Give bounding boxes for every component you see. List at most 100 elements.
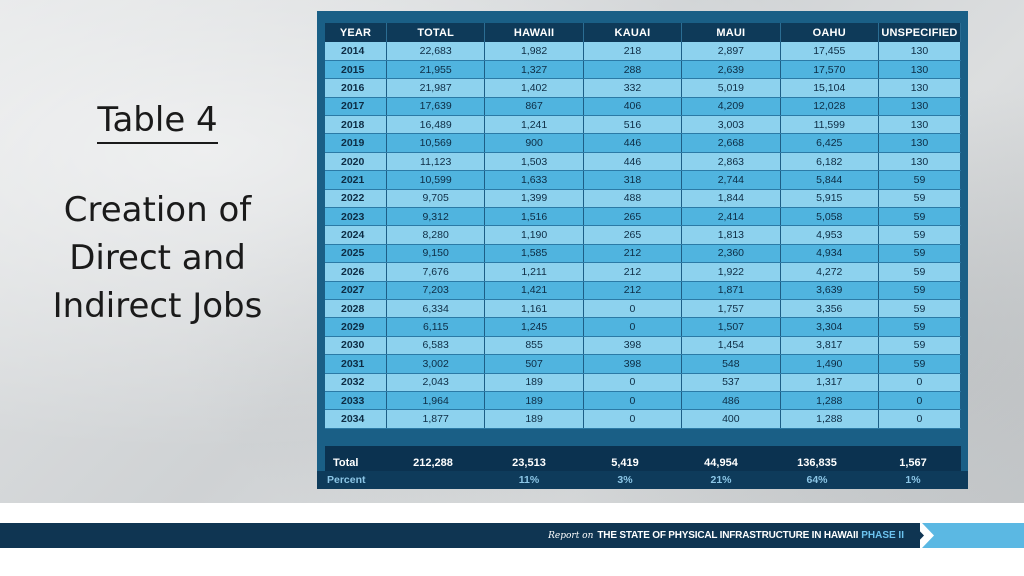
footer-report-title: Report on THE STATE OF PHYSICAL INFRASTRU… [548,528,904,544]
footer-prefix: Report on [548,531,594,541]
value-cell: 1,964 [386,391,486,411]
total-cell: 44,954 [704,457,738,469]
value-cell: 130 [878,78,962,98]
value-cell: 189 [484,373,584,392]
percent-cell: 21% [710,474,732,486]
year-cell: 2014 [325,42,387,61]
value-cell: 3,304 [780,317,879,337]
value-cell: 406 [583,97,683,117]
value-cell: 189 [484,409,584,429]
value-cell: 7,203 [386,281,486,300]
value-cell: 2,668 [681,133,781,153]
value-cell: 486 [681,391,781,411]
header-unspecified: UNSPECIFIED [878,23,962,42]
value-cell: 1,399 [484,189,584,209]
table-row: 2019 10,569 900 446 2,668 6,425 130 [325,133,962,153]
value-cell: 6,182 [780,152,879,172]
value-cell: 4,209 [681,97,781,117]
percent-cell: 64% [806,474,828,486]
value-cell: 22,683 [386,42,486,61]
value-cell: 1,327 [484,60,584,80]
header-kauai: KAUAI [583,23,683,42]
value-cell: 2,414 [681,207,781,227]
value-cell: 0 [583,317,683,337]
value-cell: 130 [878,115,962,135]
year-cell: 2027 [325,281,387,300]
subtitle-line: Indirect Jobs [52,286,263,326]
value-cell: 4,272 [780,262,879,282]
value-cell: 0 [878,373,962,392]
header-maui: MAUI [681,23,781,42]
value-cell: 130 [878,42,962,61]
year-cell: 2016 [325,78,387,98]
value-cell: 4,953 [780,225,879,245]
slide-title: Table 4 [97,100,218,144]
percent-cell: 3% [617,474,633,486]
total-cell: 1,567 [899,457,927,469]
value-cell: 212 [583,262,683,282]
header-hawaii: HAWAII [484,23,584,42]
subtitle-line: Direct and [69,238,246,278]
value-cell: 59 [878,225,962,245]
footer-bar [0,523,920,548]
value-cell: 446 [583,133,683,153]
value-cell: 3,817 [780,336,879,356]
table-row: 2020 11,123 1,503 446 2,863 6,182 130 [325,152,962,172]
value-cell: 16,489 [386,115,486,135]
percent-row: Percent 11% 3% 21% 64% 1% [317,471,968,489]
table-row: 2027 7,203 1,421 212 1,871 3,639 59 [325,281,962,300]
value-cell: 2,639 [681,60,781,80]
table-row: 2028 6,334 1,161 0 1,757 3,356 59 [325,299,962,319]
value-cell: 2,360 [681,244,781,264]
table-row: 2018 16,489 1,241 516 3,003 11,599 130 [325,115,962,135]
value-cell: 1,757 [681,299,781,319]
value-cell: 3,003 [681,115,781,135]
percent-cell: 1% [905,474,921,486]
table-row: 2022 9,705 1,399 488 1,844 5,915 59 [325,189,962,209]
value-cell: 1,245 [484,317,584,337]
value-cell: 15,104 [780,78,879,98]
value-cell: 189 [484,391,584,411]
table-row: 2029 6,115 1,245 0 1,507 3,304 59 [325,317,962,337]
value-cell: 1,507 [681,317,781,337]
value-cell: 1,982 [484,42,584,61]
percent-label: Percent [327,474,366,486]
title-block: Table 4 Creation of Direct and Indirect … [20,100,295,330]
table-row: 2017 17,639 867 406 4,209 12,028 130 [325,97,962,117]
value-cell: 288 [583,60,683,80]
value-cell: 2,744 [681,170,781,190]
value-cell: 7,676 [386,262,486,282]
value-cell: 0 [878,391,962,411]
year-cell: 2026 [325,262,387,282]
subtitle-line: Creation of [63,190,252,230]
value-cell: 1,421 [484,281,584,300]
value-cell: 548 [681,354,781,374]
year-cell: 2023 [325,207,387,227]
value-cell: 59 [878,299,962,319]
value-cell: 0 [583,391,683,411]
value-cell: 1,402 [484,78,584,98]
value-cell: 1,190 [484,225,584,245]
value-cell: 537 [681,373,781,392]
year-cell: 2025 [325,244,387,264]
value-cell: 6,425 [780,133,879,153]
value-cell: 1,813 [681,225,781,245]
value-cell: 488 [583,189,683,209]
value-cell: 398 [583,354,683,374]
value-cell: 6,583 [386,336,486,356]
year-cell: 2033 [325,391,387,411]
value-cell: 1,317 [780,373,879,392]
slide-subtitle: Creation of Direct and Indirect Jobs [20,186,295,330]
table-header-row: YEAR TOTAL HAWAII KAUAI MAUI OAHU UNSPEC… [325,23,962,42]
value-cell: 855 [484,336,584,356]
value-cell: 6,334 [386,299,486,319]
value-cell: 400 [681,409,781,429]
total-label: Total [333,457,359,469]
header-year: YEAR [325,23,387,42]
footer-phase: PHASE II [861,530,904,541]
value-cell: 867 [484,97,584,117]
value-cell: 9,312 [386,207,486,227]
table-row: 2030 6,583 855 398 1,454 3,817 59 [325,336,962,356]
value-cell: 9,150 [386,244,486,264]
year-cell: 2034 [325,409,387,429]
